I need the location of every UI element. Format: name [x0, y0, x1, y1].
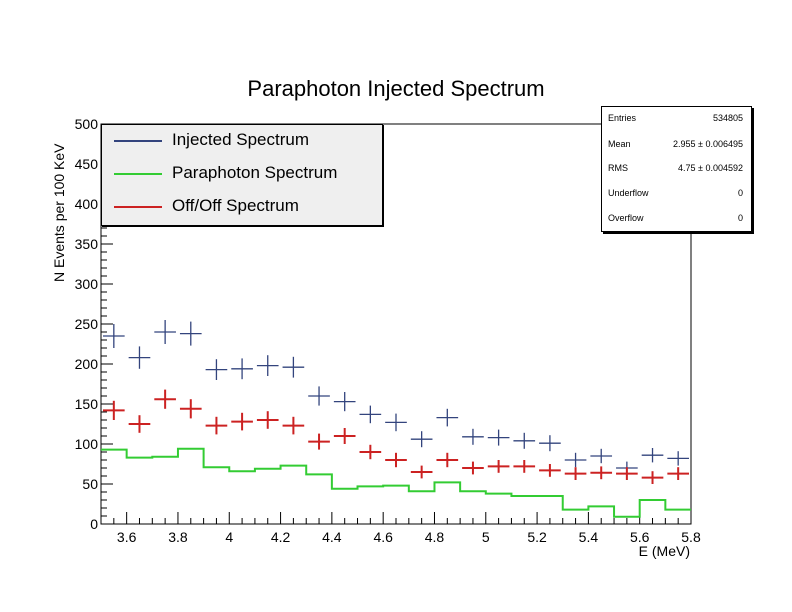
stats-key: Mean	[608, 139, 631, 149]
legend-label-offoff: Off/Off Spectrum	[172, 196, 299, 215]
stats-key: RMS	[608, 163, 628, 173]
x-tick-label: 4.8	[425, 529, 445, 545]
y-tick-label: 400	[75, 196, 99, 212]
axis-ticks	[100, 123, 692, 525]
x-axis-title: E (MeV)	[639, 543, 690, 559]
y-tick-label: 250	[75, 316, 99, 332]
chart-title: Paraphoton Injected Spectrum	[247, 76, 545, 101]
y-tick-label: 0	[90, 516, 98, 532]
stats-value: 0	[737, 213, 743, 223]
y-tick-label: 300	[75, 276, 99, 292]
x-tick-label: 5	[482, 529, 490, 545]
stats-key: Underflow	[608, 188, 649, 198]
stats-value: 534805	[712, 113, 743, 123]
y-tick-label: 350	[75, 236, 99, 252]
y-tick-label: 100	[75, 436, 99, 452]
x-tick-label: 3.8	[168, 529, 188, 545]
stats-key: Overflow	[608, 213, 644, 223]
stats-value: 4.75 ± 0.004592	[678, 163, 743, 173]
legend-swatch-paraphoton	[114, 173, 162, 175]
series-layer	[101, 320, 691, 518]
legend-swatch-injected	[114, 140, 162, 142]
y-tick-label: 500	[75, 116, 99, 132]
stats-row-rms: RMS 4.75 ± 0.004592	[608, 161, 743, 175]
x-tick-label: 4	[225, 529, 233, 545]
stats-row-mean: Mean 2.955 ± 0.006495	[608, 137, 743, 151]
x-tick-label: 4.2	[271, 529, 291, 545]
x-tick-label: 4.6	[373, 529, 393, 545]
x-tick-label: 3.6	[117, 529, 137, 545]
y-tick-label: 450	[75, 156, 99, 172]
y-tick-label: 50	[82, 476, 98, 492]
y-tick-label: 150	[75, 396, 99, 412]
stats-row-underflow: Underflow 0	[608, 186, 743, 200]
stats-box: Entries 534805 Mean 2.955 ± 0.006495 RMS…	[601, 106, 752, 232]
stats-value: 2.955 ± 0.006495	[672, 139, 743, 149]
series-step-line-1	[101, 447, 691, 518]
x-tick-label: 5.6	[630, 529, 650, 545]
y-tick-label: 200	[75, 356, 99, 372]
x-tick-label: 5.2	[527, 529, 547, 545]
stats-row-overflow: Overflow 0	[608, 211, 743, 225]
x-tick-label: 5.4	[579, 529, 599, 545]
stats-value: 0	[737, 188, 743, 198]
legend-swatch-offoff	[114, 206, 162, 208]
y-axis-title: N Events per 100 KeV	[51, 143, 67, 282]
legend-label-injected: Injected Spectrum	[172, 130, 310, 149]
stats-row-entries: Entries 534805	[608, 111, 743, 125]
legend-label-paraphoton: Paraphoton Spectrum	[172, 163, 338, 182]
axis-tick-labels: 0 50 100 150 200 250 300 350 400 450 500 3.6 3.8 4 4.2…	[75, 116, 701, 545]
stats-key: Entries	[608, 113, 637, 123]
legend: Injected Spectrum Paraphoton Spectrum Of…	[101, 124, 383, 226]
x-tick-label: 4.4	[322, 529, 342, 545]
x-tick-label: 5.8	[681, 529, 701, 545]
